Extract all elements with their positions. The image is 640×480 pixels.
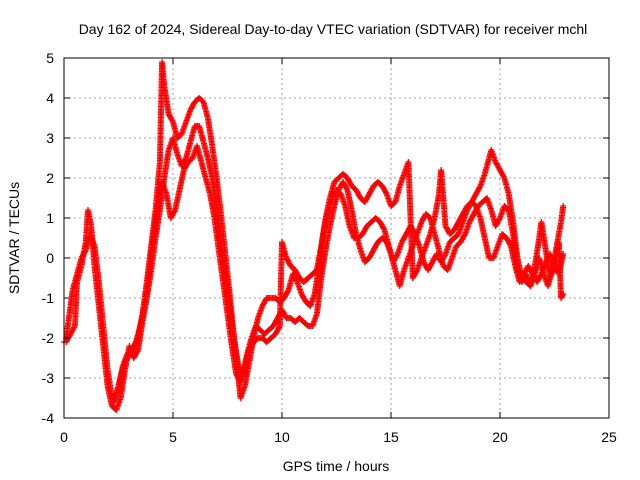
data-point [500, 173, 507, 180]
x-tick-label: 5 [169, 429, 177, 445]
y-tick-label: 3 [46, 130, 54, 146]
y-tick-label: -2 [42, 330, 55, 346]
y-axis-label: SDTVAR / TECUs [6, 182, 22, 294]
data-point [560, 291, 567, 297]
data-point [411, 229, 418, 236]
y-tick-label: 4 [46, 90, 54, 106]
y-tick-label: 0 [46, 250, 54, 266]
plot-frame [63, 57, 610, 419]
y-tick-label: 5 [46, 50, 54, 66]
chart-title: Day 162 of 2024, Sidereal Day-to-day VTE… [79, 21, 588, 37]
data-point [441, 252, 448, 259]
data-point [537, 272, 544, 279]
data-series [61, 59, 567, 413]
data-point [393, 252, 400, 259]
data-point [293, 277, 300, 284]
data-point [169, 117, 176, 124]
data-point [182, 156, 189, 163]
data-series-3 [111, 143, 567, 405]
x-tick-label: 0 [60, 429, 68, 445]
y-tick-label: -1 [42, 290, 55, 306]
x-tick-label: 10 [274, 429, 290, 445]
data-point [560, 203, 567, 209]
axis-ticks: 0 5 10 15 20 25 -4 -3 -2 -1 0 1 2 3 4 5 [42, 50, 617, 445]
x-tick-label: 20 [492, 429, 508, 445]
data-point [82, 248, 89, 255]
data-point [171, 208, 178, 215]
x-tick-label: 15 [383, 429, 399, 445]
data-point [284, 288, 291, 295]
data-point [413, 268, 420, 275]
data-point [343, 185, 350, 192]
data-point [380, 225, 387, 232]
data-point [507, 241, 514, 248]
x-tick-label: 25 [601, 429, 617, 445]
data-point [276, 324, 283, 331]
y-tick-label: -4 [42, 410, 55, 426]
y-tick-label: -3 [42, 370, 55, 386]
data-point [382, 189, 389, 196]
x-axis-label: GPS time / hours [283, 458, 390, 474]
data-point [496, 216, 503, 223]
data-point [476, 184, 483, 191]
data-point [560, 251, 567, 257]
y-tick-label: 2 [46, 170, 54, 186]
data-point [461, 232, 468, 239]
y-tick-label: 1 [46, 210, 54, 226]
data-point [559, 292, 566, 299]
